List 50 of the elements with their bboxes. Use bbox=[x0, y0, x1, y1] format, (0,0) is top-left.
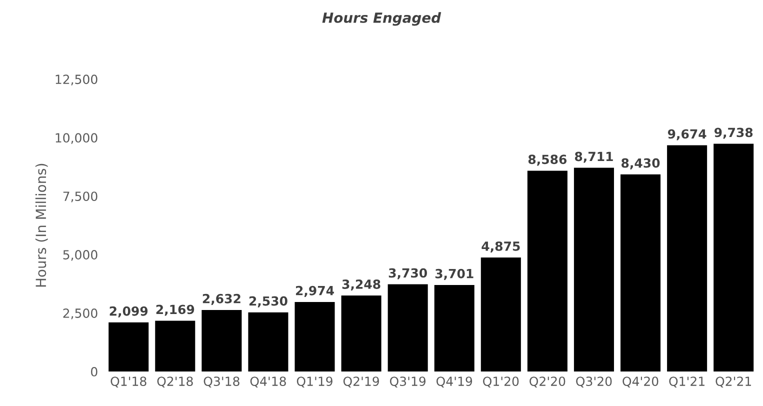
chart-title: Hours Engaged bbox=[322, 12, 442, 26]
y-axis-title: Hours (In Millions) bbox=[35, 164, 48, 287]
bar bbox=[574, 168, 614, 372]
data-label: 2,530 bbox=[249, 296, 288, 308]
bar bbox=[108, 322, 149, 372]
data-label: 9,674 bbox=[668, 129, 706, 140]
x-tick-label: Q2'19 bbox=[343, 376, 379, 388]
x-tick-label: Q4'20 bbox=[622, 376, 658, 388]
bar bbox=[294, 302, 335, 372]
y-tick-label: 10,000 bbox=[56, 133, 98, 144]
x-tick-label: Q3'18 bbox=[204, 376, 240, 388]
data-label: 9,738 bbox=[714, 128, 753, 139]
bar bbox=[620, 174, 661, 372]
x-tick-label: Q2'21 bbox=[716, 376, 751, 388]
y-tick-label: 0 bbox=[91, 366, 98, 376]
bar bbox=[714, 144, 754, 372]
x-tick-label: Q4'19 bbox=[436, 376, 472, 388]
y-tick-label: 7,500 bbox=[63, 192, 98, 202]
x-tick-label: Q1'20 bbox=[483, 376, 519, 388]
bar bbox=[155, 320, 196, 372]
x-tick-label: Q4'18 bbox=[250, 376, 286, 388]
x-tick-label: Q2'18 bbox=[157, 376, 193, 388]
bar bbox=[248, 312, 288, 372]
x-tick-label: Q3'19 bbox=[390, 376, 426, 388]
data-label: 2,974 bbox=[296, 286, 334, 297]
bar bbox=[388, 284, 428, 372]
bar bbox=[434, 284, 474, 372]
x-tick-label: Q1'18 bbox=[110, 376, 146, 388]
x-tick-label: Q3'20 bbox=[576, 376, 612, 388]
bar bbox=[480, 257, 521, 372]
data-label: 8,711 bbox=[574, 152, 613, 163]
y-tick-label: 2,500 bbox=[63, 308, 98, 320]
bar bbox=[341, 296, 382, 372]
data-label: 4,875 bbox=[482, 241, 520, 252]
data-label: 2,099 bbox=[110, 306, 148, 318]
y-tick-label: 5,000 bbox=[63, 250, 98, 261]
x-tick-label: Q1'19 bbox=[296, 376, 332, 388]
data-label: 3,730 bbox=[388, 268, 427, 280]
data-label: 3,701 bbox=[435, 268, 474, 280]
data-label: 8,430 bbox=[622, 158, 660, 170]
data-label: 3,248 bbox=[342, 279, 380, 291]
data-label: 2,632 bbox=[202, 294, 240, 305]
data-label: 2,169 bbox=[156, 304, 194, 316]
bar bbox=[527, 170, 568, 372]
x-tick-label: Q2'20 bbox=[530, 376, 566, 388]
bar bbox=[667, 145, 708, 372]
x-tick-label: Q1'21 bbox=[669, 376, 704, 388]
y-tick-label: 12,500 bbox=[56, 74, 98, 86]
bar bbox=[202, 310, 242, 372]
data-label: 8,586 bbox=[528, 154, 567, 166]
